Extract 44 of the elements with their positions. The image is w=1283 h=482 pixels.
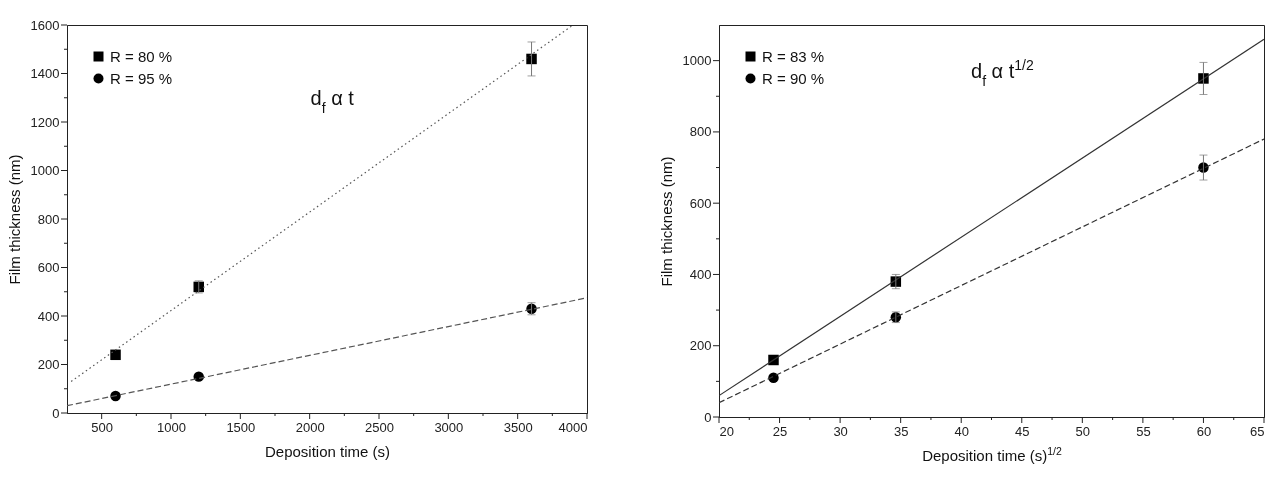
x-axis-title: Deposition time (s)$^{1/2}$ bbox=[922, 444, 1062, 464]
x-tick-label: 4000 bbox=[558, 419, 588, 435]
y-tick-label: 0 bbox=[704, 409, 712, 425]
x-tick-label: 60 bbox=[1196, 423, 1212, 439]
legend-label: R = 83 % bbox=[762, 47, 825, 65]
legend-label: R = 95 % bbox=[110, 69, 173, 87]
y-tick-label: 1600 bbox=[30, 17, 60, 33]
x-tick-label: 3500 bbox=[503, 419, 533, 435]
x-tick-label: 500 bbox=[91, 419, 114, 435]
x-tick-label: 2000 bbox=[295, 419, 325, 435]
x-tick-label: 3000 bbox=[434, 419, 464, 435]
x-tick-label: 25 bbox=[772, 423, 788, 439]
y-tick-label: 800 bbox=[37, 211, 60, 227]
y-tick-label: 1000 bbox=[30, 163, 60, 178]
y-tick-label: 1000 bbox=[682, 53, 712, 69]
y-tick-label: 800 bbox=[689, 124, 712, 140]
x-tick-label: 50 bbox=[1075, 423, 1091, 439]
x-tick-label: 45 bbox=[1015, 423, 1030, 439]
y-tick-label: 0 bbox=[52, 405, 60, 421]
x-tick-label: 1000 bbox=[157, 419, 186, 435]
legend-label: R = 80 % bbox=[110, 47, 173, 65]
x-tick-label: 20 bbox=[719, 423, 734, 439]
y-tick-label: 1400 bbox=[30, 66, 60, 81]
annotation: d$_{f}$ α t bbox=[310, 86, 355, 116]
y-axis-title: Film thickness (nm) bbox=[657, 156, 675, 287]
y-tick-label: 1200 bbox=[30, 114, 60, 130]
annotation: d$_{f}$ α t$^{1/2}$ bbox=[971, 57, 1034, 90]
legend-label: R = 90 % bbox=[762, 69, 825, 87]
x-tick-label: 1500 bbox=[226, 419, 256, 435]
x-tick-label: 65 bbox=[1250, 423, 1265, 439]
point bbox=[110, 349, 121, 361]
y-axis-title: Film thickness (nm) bbox=[5, 154, 23, 285]
y-tick-label: 400 bbox=[689, 266, 712, 282]
y-tick-label: 600 bbox=[37, 260, 60, 275]
y-tick-label: 400 bbox=[37, 308, 60, 324]
y-tick-label: 600 bbox=[689, 195, 712, 211]
y-tick-label: 200 bbox=[689, 338, 712, 354]
x-tick-label: 40 bbox=[954, 423, 969, 439]
x-tick-label: 30 bbox=[833, 423, 848, 439]
x-tick-label: 2500 bbox=[365, 419, 394, 435]
x-axis-title: Deposition time (s) bbox=[264, 442, 391, 460]
y-tick-label: 200 bbox=[37, 357, 60, 372]
x-tick-label: 55 bbox=[1136, 423, 1151, 439]
x-tick-label: 35 bbox=[893, 423, 909, 439]
